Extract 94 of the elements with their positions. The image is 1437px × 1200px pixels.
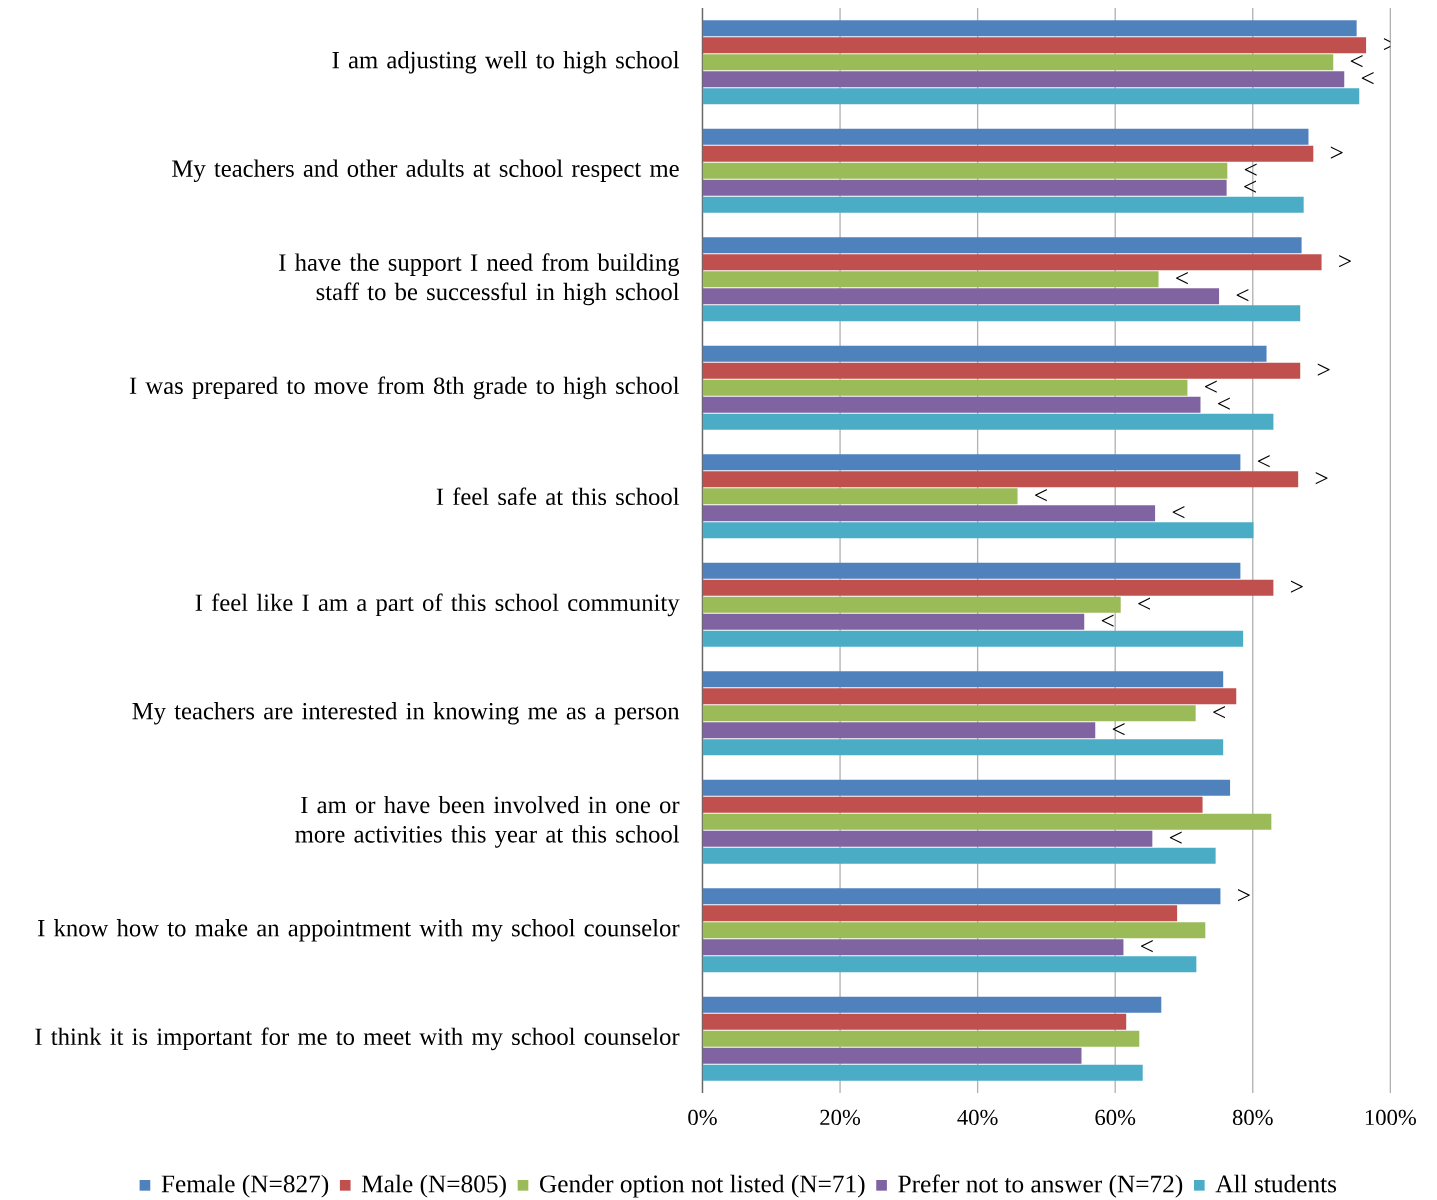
bar bbox=[702, 362, 1301, 379]
bar bbox=[702, 305, 1301, 322]
data-label: < bbox=[1140, 940, 1153, 953]
y-tick-label: I feel safe at this school bbox=[436, 487, 680, 506]
bar bbox=[702, 345, 1267, 362]
data-label: < bbox=[1204, 380, 1217, 393]
x-tick-label: 80% bbox=[1232, 1109, 1273, 1126]
bar bbox=[702, 37, 1367, 54]
bar bbox=[702, 88, 1360, 105]
bar bbox=[702, 505, 1156, 522]
bar bbox=[702, 522, 1254, 539]
data-label: < bbox=[1244, 163, 1257, 176]
bar bbox=[702, 613, 1085, 630]
data-label: < bbox=[1257, 455, 1270, 468]
x-tick-label: 60% bbox=[1095, 1109, 1136, 1126]
data-label: < bbox=[1035, 489, 1047, 502]
bar bbox=[702, 847, 1216, 864]
y-tick-label: My teachers are interested in knowing me as a person bbox=[132, 702, 680, 725]
bar bbox=[702, 956, 1197, 973]
bar bbox=[702, 179, 1227, 196]
bar bbox=[702, 271, 1159, 288]
legend-label: All students bbox=[1215, 1174, 1337, 1193]
bar bbox=[702, 939, 1124, 956]
y-tick-label: I feel like I am a part of this school community bbox=[195, 593, 680, 617]
bar bbox=[702, 413, 1274, 430]
data-label: < bbox=[1218, 397, 1230, 410]
data-label: < bbox=[1176, 272, 1188, 285]
data-label: > bbox=[1315, 472, 1328, 485]
data-label: < bbox=[1361, 72, 1374, 85]
bar bbox=[702, 630, 1244, 647]
bar bbox=[702, 196, 1304, 213]
y-tick-label: I think it is important for me to meet with my school counselor bbox=[35, 1027, 680, 1051]
bar bbox=[702, 888, 1221, 905]
data-label: < bbox=[1172, 506, 1185, 519]
bar bbox=[702, 128, 1309, 145]
data-label: > bbox=[1317, 363, 1330, 376]
data-label: < bbox=[1236, 289, 1249, 302]
y-tick-label: I am or have been involved in one or more activities this year at this school bbox=[295, 796, 680, 848]
bar bbox=[702, 922, 1206, 939]
data-label: > bbox=[1290, 580, 1303, 593]
bar bbox=[702, 996, 1162, 1013]
data-label: < bbox=[1244, 180, 1256, 193]
bar bbox=[702, 596, 1121, 613]
bar bbox=[702, 905, 1178, 922]
bar bbox=[702, 162, 1228, 179]
bar bbox=[702, 288, 1220, 305]
legend-label: Prefer not to answer (N=72) bbox=[898, 1174, 1183, 1198]
legend-label: Female (N=827) bbox=[161, 1174, 329, 1198]
y-tick-label: My teachers and other adults at school respect me bbox=[172, 159, 679, 183]
y-tick-label: I was prepared to move from 8th grade to high school bbox=[129, 376, 680, 400]
bar bbox=[702, 562, 1241, 579]
legend-label: Gender option not listed (N=71) bbox=[540, 1174, 865, 1198]
bar bbox=[702, 813, 1272, 830]
data-label: < bbox=[1112, 723, 1125, 736]
bar bbox=[702, 379, 1188, 396]
bar bbox=[702, 54, 1334, 71]
bar bbox=[702, 254, 1322, 271]
data-label: > bbox=[1330, 146, 1343, 159]
bar bbox=[702, 688, 1237, 705]
data-label: > bbox=[1339, 255, 1351, 268]
data-label: < bbox=[1169, 831, 1182, 844]
y-tick-label: I know how to make an appointment with my school counselor bbox=[38, 919, 680, 942]
data-label: < bbox=[1350, 55, 1363, 68]
data-label: < bbox=[1138, 597, 1151, 610]
x-tick-label: 20% bbox=[820, 1109, 861, 1126]
bar bbox=[702, 1047, 1082, 1064]
bar bbox=[702, 488, 1018, 505]
bar bbox=[702, 779, 1231, 796]
bar bbox=[702, 830, 1153, 847]
legend-label: Male (N=805) bbox=[361, 1174, 506, 1198]
bar bbox=[702, 1064, 1143, 1081]
bar bbox=[702, 145, 1314, 162]
bar bbox=[702, 237, 1302, 254]
bar bbox=[702, 739, 1224, 756]
y-tick-label: I have the support I need from building staff to be successful in high school bbox=[279, 253, 680, 306]
data-label: < bbox=[1101, 614, 1114, 627]
bar bbox=[702, 722, 1096, 739]
bar bbox=[702, 471, 1299, 488]
bar bbox=[702, 671, 1224, 688]
bar bbox=[702, 454, 1241, 471]
y-tick-label: I am adjusting well to high school bbox=[332, 51, 680, 74]
x-tick-label: 100% bbox=[1365, 1109, 1416, 1126]
data-label: > bbox=[1238, 889, 1250, 902]
bar bbox=[702, 1030, 1140, 1047]
bar bbox=[702, 1013, 1127, 1030]
bar bbox=[702, 579, 1274, 596]
data-label: < bbox=[1213, 706, 1225, 719]
x-tick-label: 40% bbox=[957, 1109, 998, 1126]
bar bbox=[702, 71, 1345, 88]
bar bbox=[702, 796, 1203, 813]
bar bbox=[702, 20, 1357, 37]
x-tick-label: 0% bbox=[688, 1109, 717, 1126]
bar bbox=[702, 705, 1196, 722]
bar bbox=[702, 396, 1201, 413]
